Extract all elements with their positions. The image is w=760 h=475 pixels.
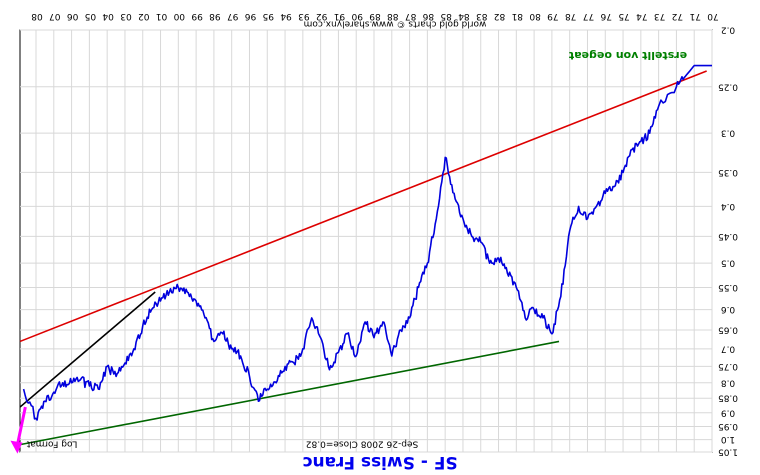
x-tick-label: 80	[529, 11, 541, 21]
y-tick-label: 0.75	[718, 361, 738, 371]
x-tick-label: 93	[298, 11, 309, 21]
y-tick-label: 1.0	[721, 434, 736, 444]
plot-frame	[19, 29, 713, 453]
x-tick-label: 95	[263, 11, 274, 21]
x-tick-label: 07	[49, 11, 60, 21]
grid	[19, 29, 713, 453]
x-tick-label: 82	[494, 11, 505, 21]
x-tick-label: 74	[636, 11, 648, 21]
x-tick-label: 71	[689, 11, 700, 21]
x-tick-label: 73	[654, 11, 665, 21]
y-tick-label: 1.05	[718, 447, 738, 457]
y-tick-label: 0.85	[718, 393, 738, 403]
y-tick-label: 0.8	[721, 377, 736, 387]
x-tick-label: 94	[280, 11, 292, 21]
x-tick-label: 88	[387, 11, 399, 21]
y-tick-label: 0.25	[718, 81, 738, 91]
source-note: world gold charts © www.sharelynx.com	[304, 19, 487, 29]
x-tick-label: 04	[102, 11, 114, 21]
status-text: Sep-26 2008 Close=0.82	[306, 439, 418, 449]
y-tick-label: 0.5	[721, 258, 735, 268]
x-tick-label: 06	[67, 11, 79, 21]
trendline	[19, 70, 707, 343]
x-tick-label: 79	[547, 11, 559, 21]
x-tick-label: 81	[512, 11, 523, 21]
x-tick-label: 00	[173, 11, 185, 21]
x-tick-label: 87	[405, 11, 416, 21]
y-tick-label: 0.2	[721, 25, 735, 35]
x-tick-label: 96	[244, 11, 256, 21]
trendlines	[10, 70, 707, 454]
x-tick-label: 75	[618, 11, 629, 21]
tick-labels: 70 71 72 73 74 75 76 77 78 79 80 81 82 83 84 85 86 87 88 89…	[31, 11, 738, 457]
y-tick-label: 0.9	[721, 407, 736, 417]
chart-title: SF - Swiss Franc	[302, 452, 457, 472]
series-line	[22, 64, 712, 421]
author-note: erstellt von oegeat	[569, 49, 687, 62]
chart-text: SF - Swiss Franc world gold charts © www.…	[26, 19, 687, 473]
x-tick-label: 99	[191, 11, 203, 21]
y-tick-label: 0.7	[721, 343, 735, 353]
x-tick-label: 05	[85, 11, 96, 21]
y-tick-label: 0.95	[718, 421, 738, 431]
y-tick-label: 0.55	[718, 282, 738, 292]
trendline	[19, 340, 560, 446]
trendline	[19, 291, 156, 408]
x-tick-label: 03	[120, 11, 131, 21]
y-tick-label: 0.65	[718, 324, 738, 334]
x-tick-label: 91	[334, 11, 345, 21]
x-tick-label: 78	[565, 11, 577, 21]
projection-arrowhead	[10, 440, 23, 454]
scale-label: Log Format	[26, 439, 77, 449]
x-tick-label: 98	[209, 11, 221, 21]
y-tick-label: 0.3	[721, 128, 735, 138]
x-tick-label: 89	[369, 11, 381, 21]
x-tick-label: 86	[422, 11, 434, 21]
y-tick-label: 0.45	[718, 231, 738, 241]
x-tick-label: 92	[316, 11, 327, 21]
x-tick-label: 83	[476, 11, 487, 21]
y-tick-label: 0.6	[721, 304, 736, 314]
x-tick-label: 76	[600, 11, 612, 21]
x-tick-label: 08	[31, 11, 43, 21]
x-tick-label: 90	[351, 11, 363, 21]
x-tick-label: 02	[138, 11, 149, 21]
series-layer	[22, 64, 712, 421]
x-tick-label: 85	[440, 11, 451, 21]
x-tick-label: 77	[583, 11, 594, 21]
x-tick-label: 97	[227, 11, 238, 21]
y-tick-label: 0.35	[718, 167, 738, 177]
x-tick-label: 70	[707, 11, 719, 21]
x-tick-label: 84	[458, 11, 470, 21]
x-tick-label: 72	[672, 11, 683, 21]
x-tick-label: 01	[156, 11, 167, 21]
y-tick-label: 0.4	[721, 201, 736, 211]
